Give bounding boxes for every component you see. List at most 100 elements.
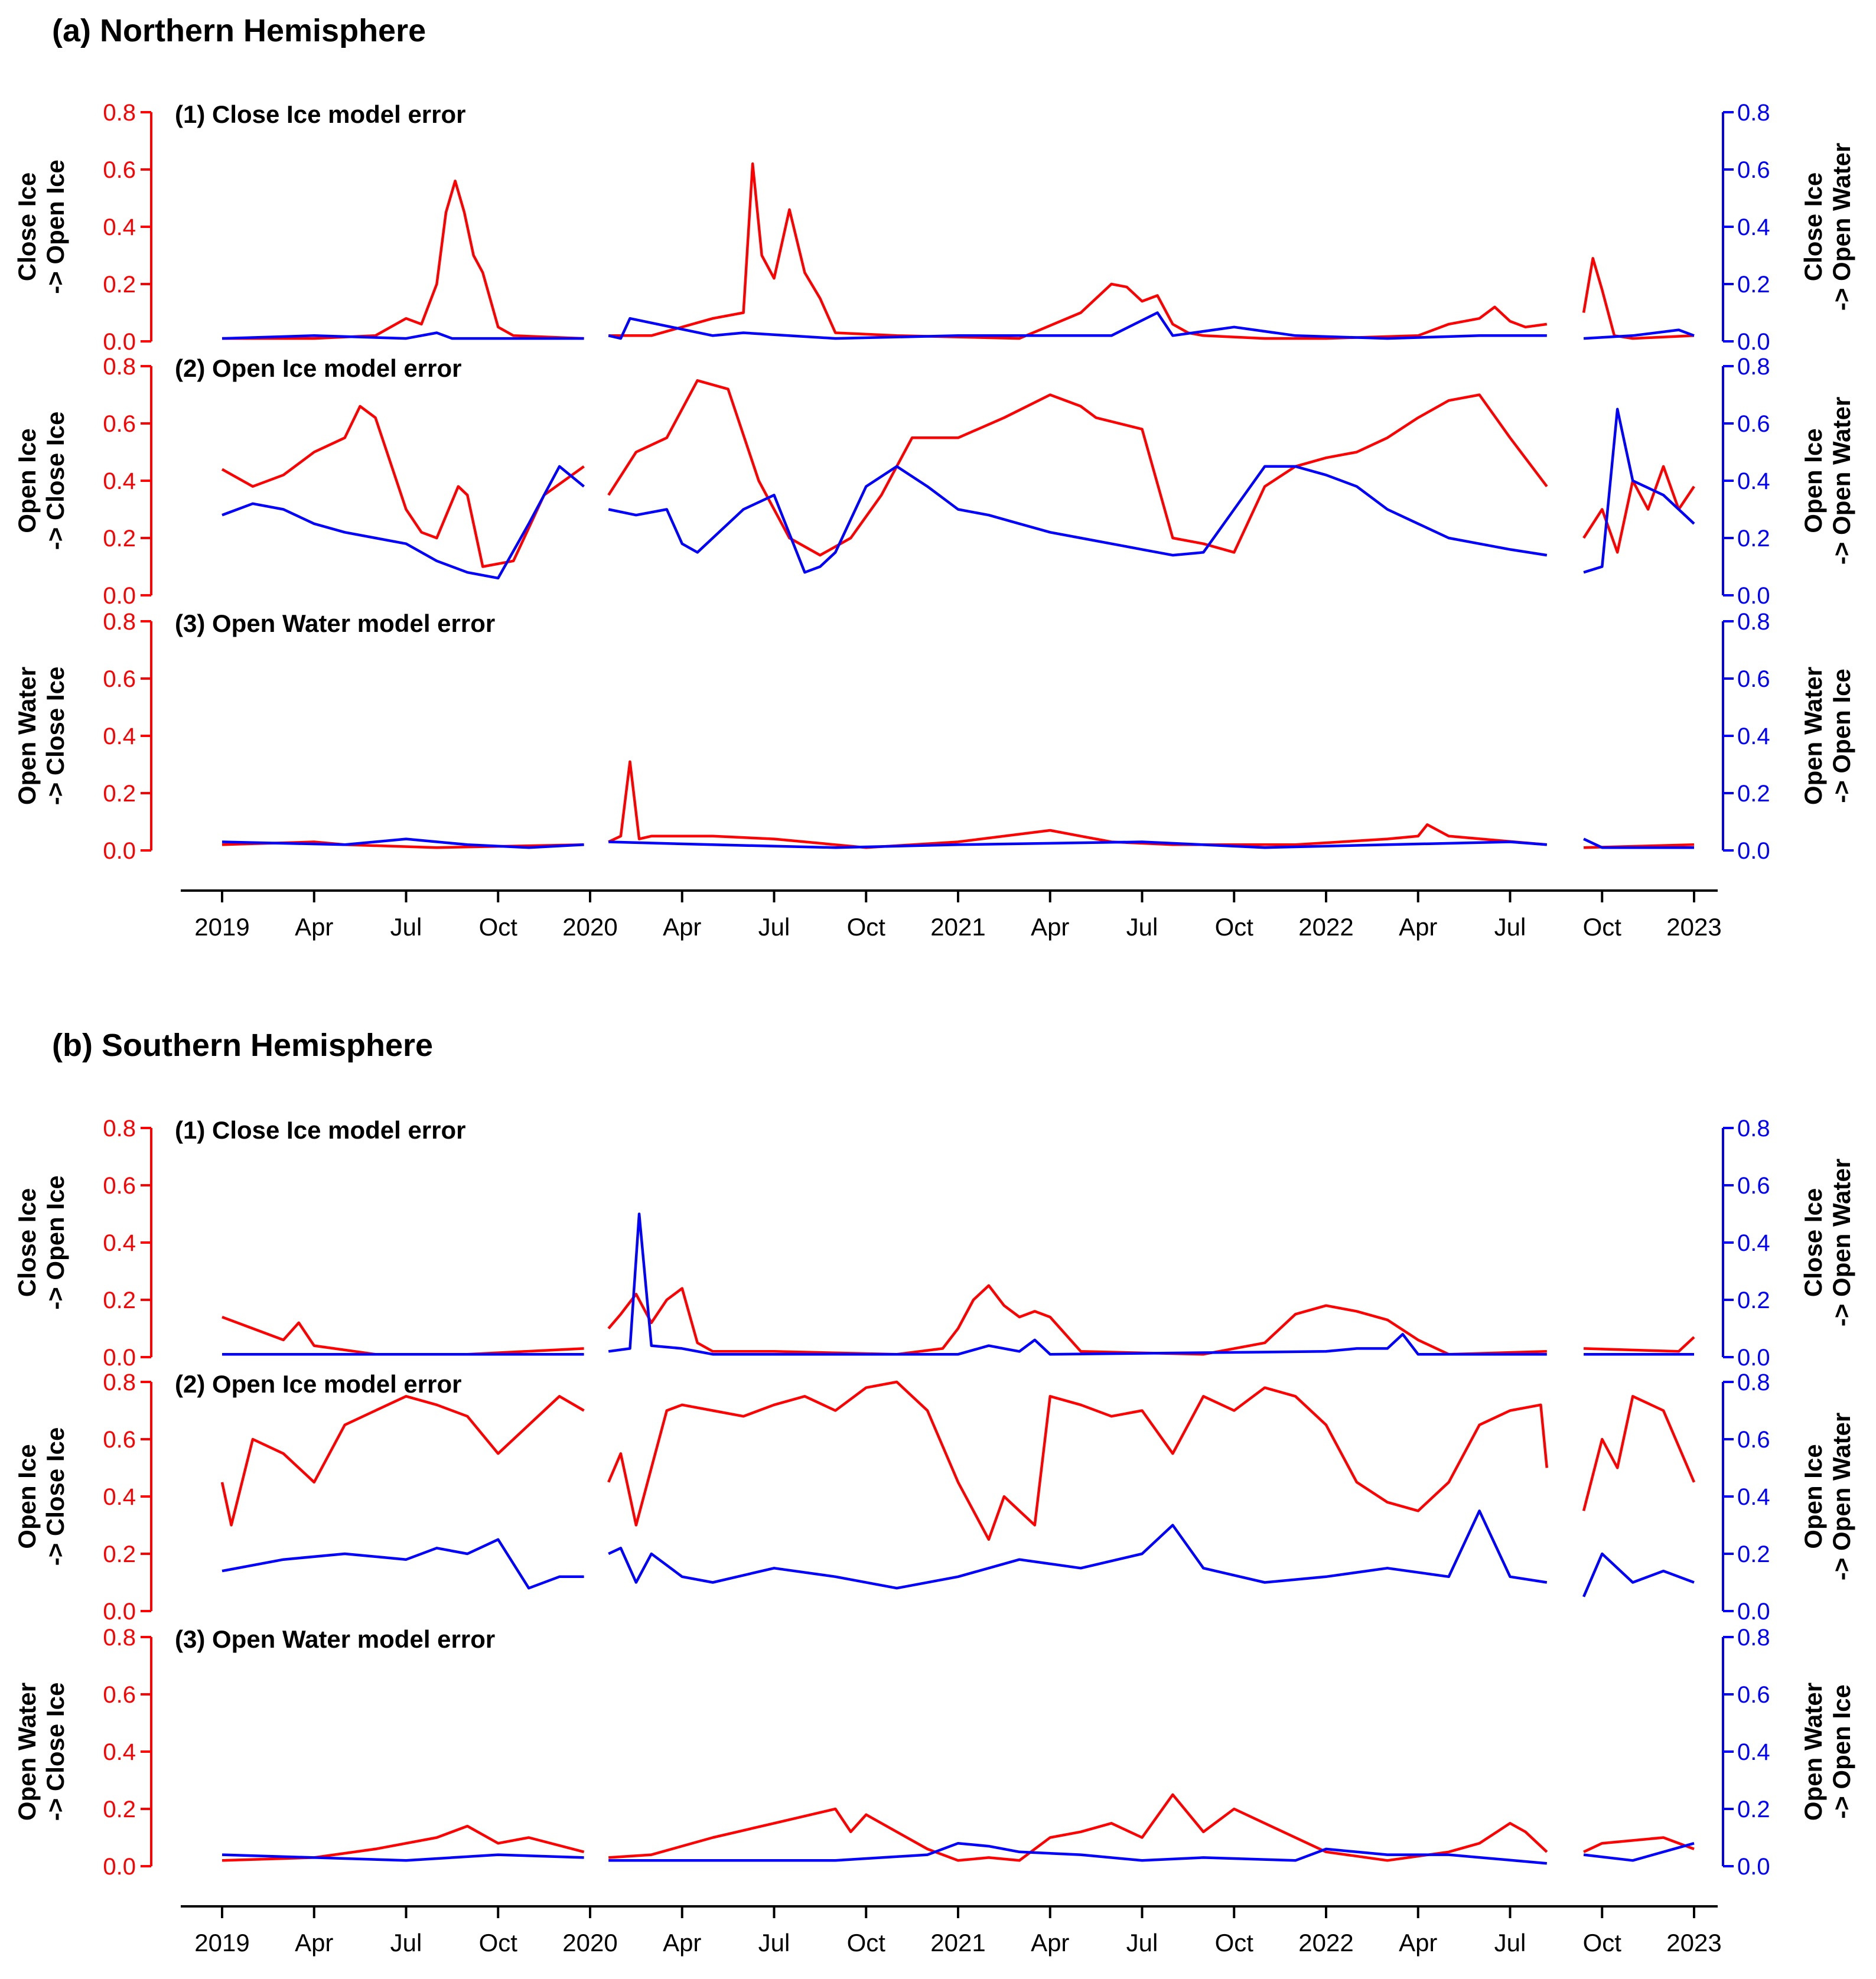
right-y-tick-label: 0.2: [1737, 526, 1770, 552]
left-y-label: Open Water-> Close Ice: [13, 1683, 69, 1821]
left-y-tick-label: 0.4: [103, 1739, 136, 1765]
right-y-tick-label: 0.0: [1737, 583, 1770, 609]
figure-a-title: (a) Northern Hemisphere: [52, 13, 426, 48]
series-line-red: [607, 379, 1548, 557]
panel-title: (3) Open Water model error: [175, 609, 495, 637]
x-tick-label: Oct: [1583, 913, 1622, 941]
right-y-tick-label: 0.6: [1737, 1427, 1770, 1453]
series-line-blue: [608, 1509, 1548, 1590]
x-tick-label: 2021: [930, 913, 985, 941]
right-y-tick-label: 0.8: [1737, 100, 1770, 126]
x-tick-label: Jul: [1494, 1929, 1526, 1957]
right-y-label: Close Ice-> Open Water: [1799, 1159, 1855, 1326]
left-y-tick-label: 0.4: [103, 1230, 136, 1256]
series-line-red: [607, 1380, 1549, 1541]
right-y-label: Open Ice-> Open Water: [1799, 1413, 1855, 1580]
panel-1: (1) Close Ice model error 0.0 0.0 0.2 0.2 0.4…: [13, 1116, 1855, 1371]
panel-title: (1) Close Ice model error: [175, 1116, 466, 1144]
series-line-red: [608, 1793, 1548, 1862]
series-line-blue: [222, 837, 584, 849]
left-y-tick-label: 0.0: [103, 1345, 136, 1371]
x-tick-label: Jul: [1126, 913, 1158, 941]
series-line-blue: [222, 465, 585, 580]
left-y-tick-label: 0.6: [103, 1682, 136, 1708]
left-y-tick-label: 0.6: [103, 1173, 136, 1199]
series-line-red: [222, 1824, 585, 1862]
figure-b: (b) Southern Hemisphere (1) Close Ice mo…: [13, 1028, 1855, 1957]
left-y-tick-label: 0.2: [103, 1541, 136, 1567]
x-tick-label: Oct: [1215, 1929, 1254, 1957]
series-line-blue: [608, 1212, 1547, 1356]
left-y-tick-label: 0.4: [103, 1484, 136, 1510]
x-tick-label: 2019: [194, 913, 249, 941]
x-tick-label: Oct: [1215, 913, 1254, 941]
x-tick-label: 2023: [1666, 913, 1721, 941]
panel-title: (2) Open Ice model error: [175, 1370, 461, 1398]
x-tick-label: Oct: [479, 1929, 518, 1957]
panel-3: (3) Open Water model error 0.0 0.0 0.2 0.2 0.…: [13, 1625, 1855, 1880]
right-y-tick-label: 0.4: [1737, 468, 1770, 494]
left-y-tick-label: 0.8: [103, 1116, 136, 1142]
series-line-red: [1584, 1336, 1695, 1353]
right-y-tick-label: 0.0: [1737, 329, 1770, 355]
x-tick-label: 2020: [562, 1929, 617, 1957]
right-y-tick-label: 0.2: [1737, 1541, 1770, 1567]
left-y-tick-label: 0.2: [103, 781, 136, 807]
series-line-red: [608, 162, 1548, 340]
left-y-tick-label: 0.0: [103, 838, 136, 864]
x-tick-label: Apr: [1031, 913, 1069, 941]
right-y-tick-label: 0.4: [1737, 214, 1770, 240]
series-line-blue: [608, 840, 1547, 849]
left-y-tick-label: 0.0: [103, 583, 136, 609]
left-y-tick-label: 0.8: [103, 1370, 136, 1396]
right-y-tick-label: 0.0: [1737, 1854, 1770, 1880]
right-y-tick-label: 0.2: [1737, 781, 1770, 807]
x-tick-label: Apr: [1031, 1929, 1069, 1957]
right-y-tick-label: 0.6: [1737, 1173, 1770, 1199]
left-y-tick-label: 0.8: [103, 354, 136, 380]
x-axis: 2019 Apr Jul Oct 2020 Apr Jul Oct 2021 Apr Jul Oct 2…: [181, 889, 1722, 941]
series-line-red: [1582, 465, 1695, 554]
left-y-tick-label: 0.6: [103, 666, 136, 692]
right-y-tick-label: 0.6: [1737, 1682, 1770, 1708]
series-line-red: [221, 405, 585, 568]
series-line-red: [222, 1315, 584, 1356]
right-y-label: Close Ice-> Open Water: [1799, 143, 1855, 311]
series-line-blue: [1583, 1842, 1695, 1862]
x-tick-label: Oct: [1583, 1929, 1622, 1957]
x-tick-label: Jul: [1494, 913, 1526, 941]
series-line-red: [1582, 1395, 1695, 1511]
series-line-blue: [1582, 1552, 1695, 1597]
left-y-tick-label: 0.2: [103, 1287, 136, 1313]
right-y-tick-label: 0.2: [1737, 1287, 1770, 1313]
x-tick-label: 2019: [194, 1929, 249, 1957]
x-tick-label: Apr: [663, 1929, 701, 1957]
series-line-blue: [1583, 407, 1695, 574]
x-tick-label: Jul: [390, 1929, 422, 1957]
x-tick-label: Apr: [1399, 1929, 1437, 1957]
left-y-label: Close Ice-> Open Ice: [13, 1175, 69, 1310]
series-line-red: [1582, 257, 1695, 340]
left-y-tick-label: 0.2: [103, 272, 136, 298]
x-tick-label: Jul: [758, 913, 790, 941]
x-tick-label: Oct: [847, 1929, 886, 1957]
series-line-blue: [1583, 837, 1694, 849]
x-tick-label: 2022: [1298, 1929, 1353, 1957]
panel-title: (1) Close Ice model error: [175, 100, 466, 128]
x-tick-label: Apr: [663, 913, 701, 941]
right-y-label: Open Ice-> Open Water: [1799, 397, 1855, 565]
right-y-tick-label: 0.8: [1737, 1625, 1770, 1651]
x-tick-label: Oct: [479, 913, 518, 941]
right-y-tick-label: 0.4: [1737, 1230, 1770, 1256]
series-line-blue: [1583, 328, 1695, 340]
left-y-tick-label: 0.6: [103, 411, 136, 437]
right-y-tick-label: 0.2: [1737, 272, 1770, 298]
right-y-tick-label: 0.8: [1737, 354, 1770, 380]
right-y-label: Open Water-> Open Ice: [1799, 667, 1855, 805]
right-y-tick-label: 0.8: [1737, 1370, 1770, 1396]
series-line-red: [221, 1395, 585, 1527]
right-y-tick-label: 0.4: [1737, 1484, 1770, 1510]
x-tick-label: 2022: [1298, 913, 1353, 941]
series-line-blue: [608, 1841, 1547, 1865]
